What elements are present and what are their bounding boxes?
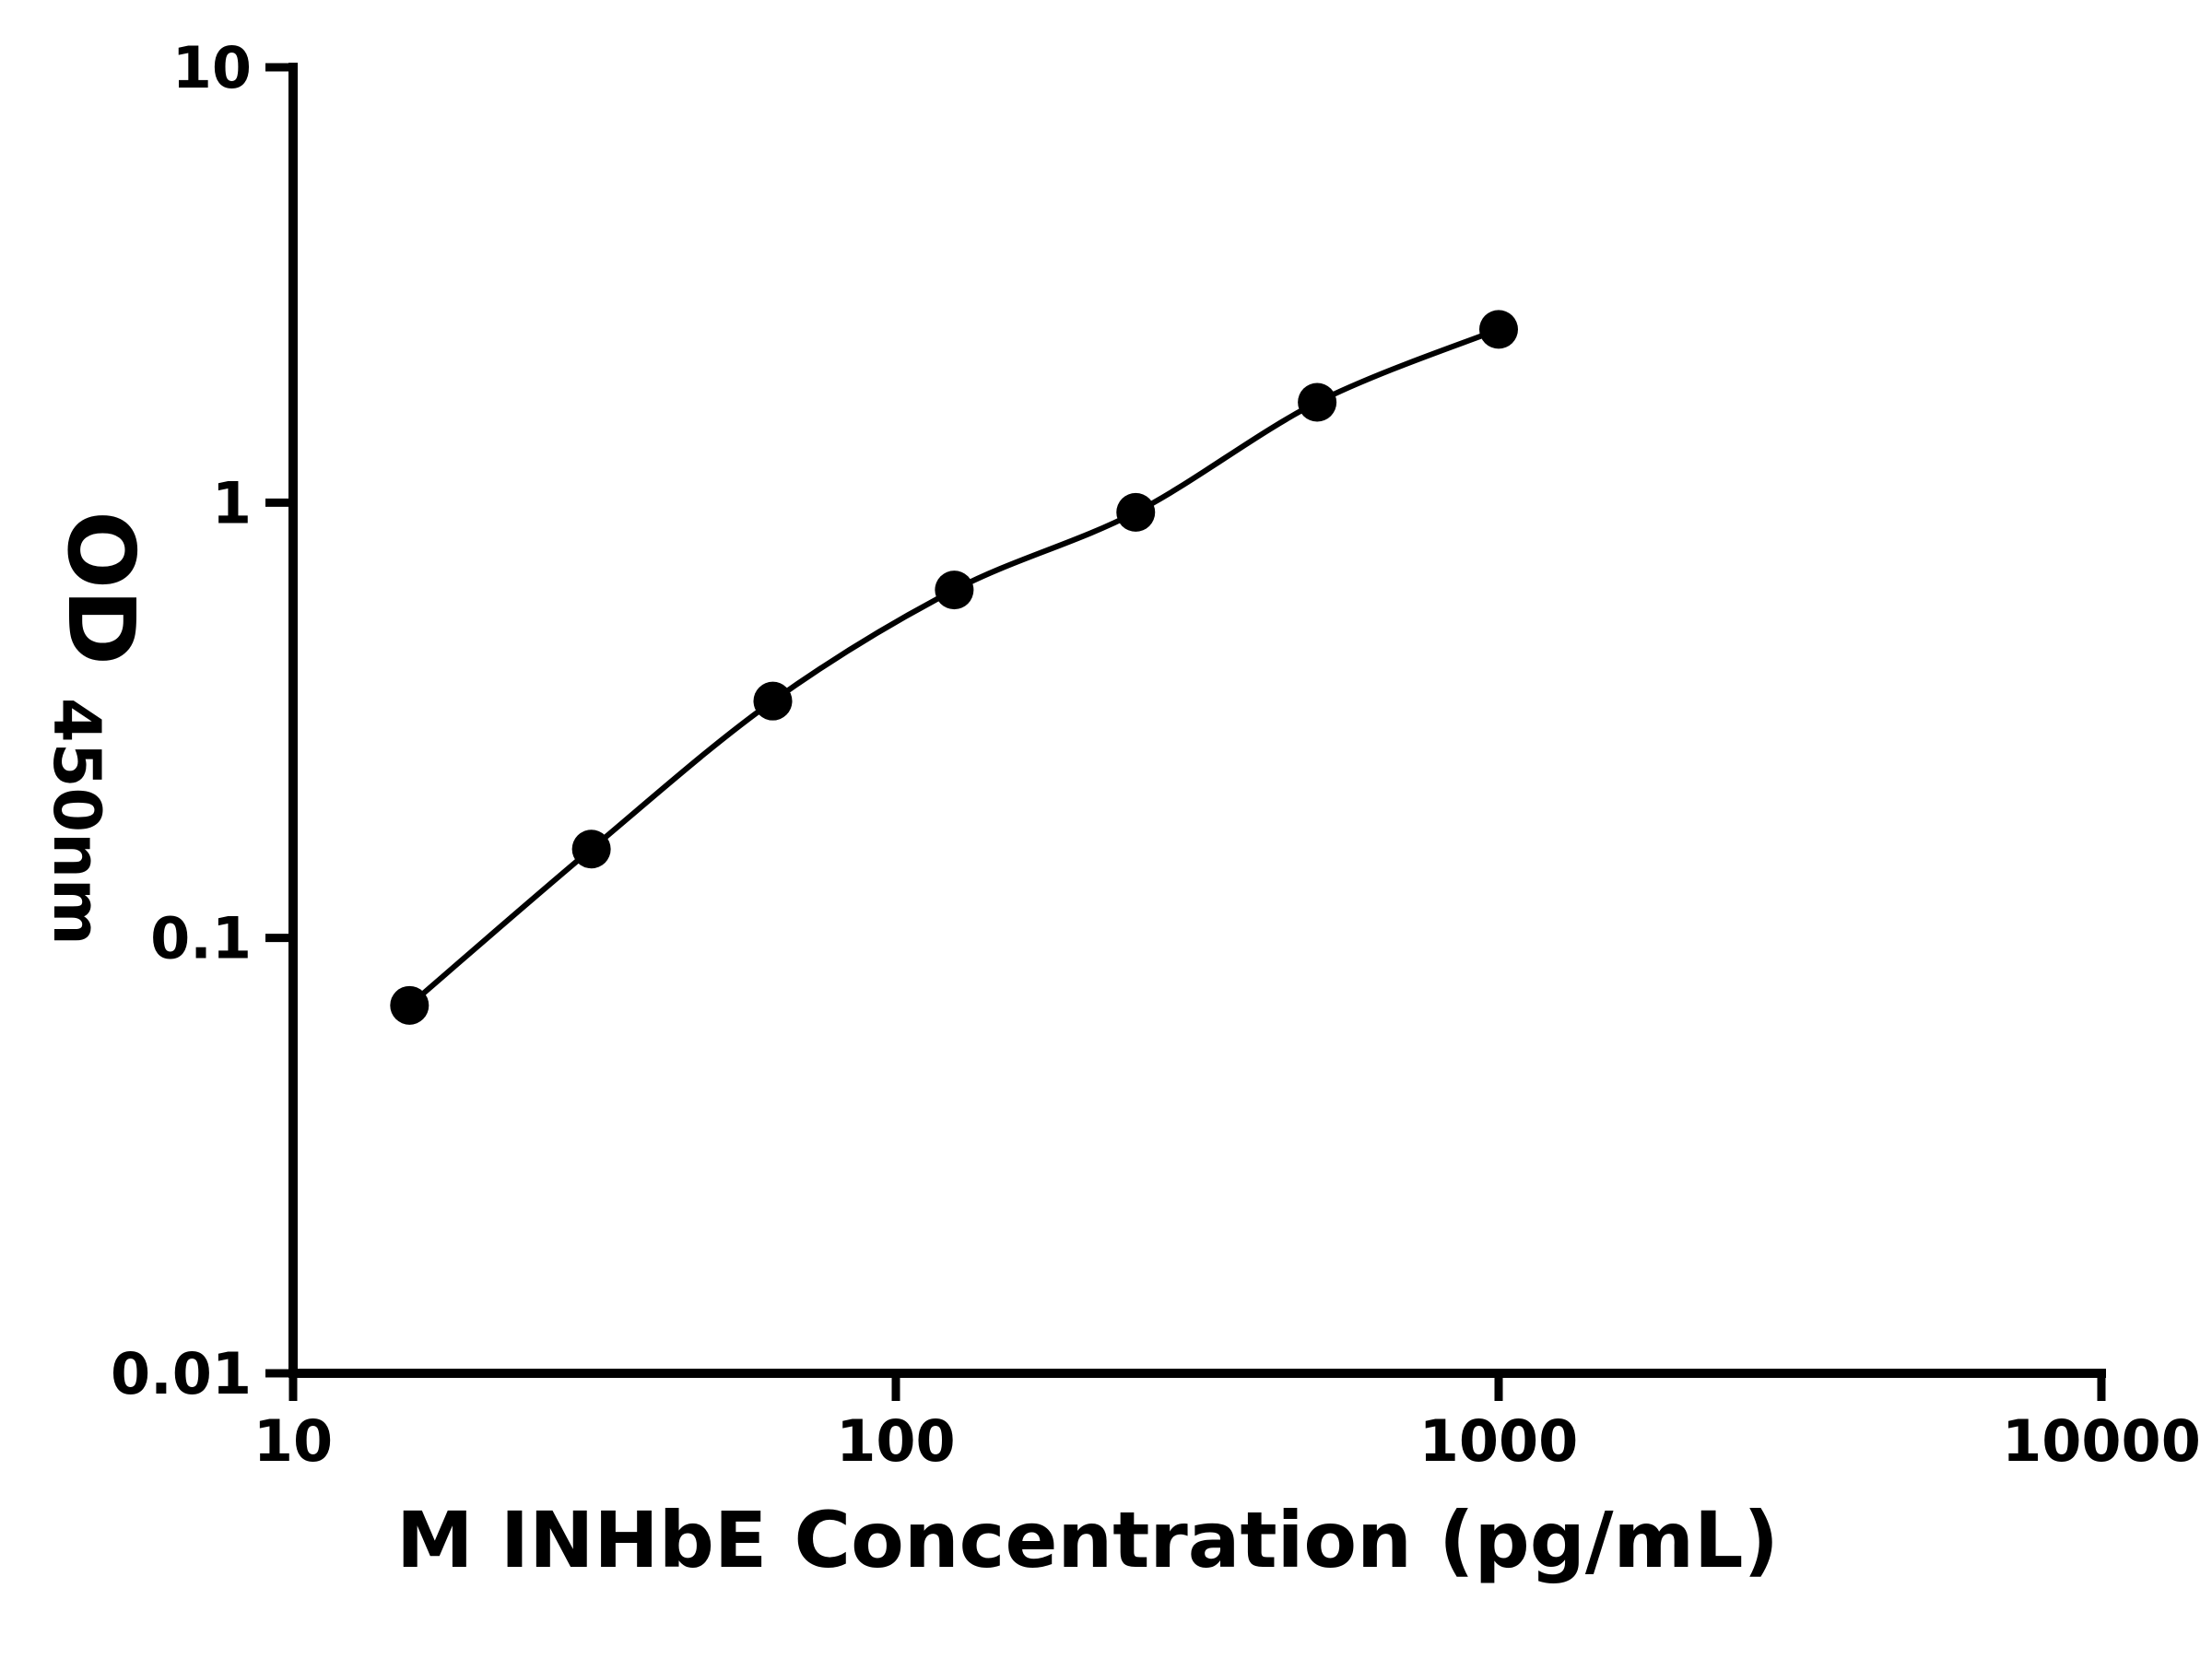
y-tick-label: 0.01: [111, 1340, 252, 1407]
data-point: [935, 571, 974, 610]
y-axis-title-subscript: 450nm: [39, 698, 114, 946]
y-tick-label: 10: [172, 34, 252, 101]
data-point: [1116, 492, 1156, 532]
y-tick-label: 0.1: [150, 905, 252, 972]
axes: [288, 63, 2106, 1378]
y-axis-title-main: OD: [47, 511, 155, 665]
x-tick-label: 100: [836, 1407, 955, 1475]
x-tick-label: 10000: [2002, 1407, 2201, 1475]
y-tick-label: 1: [212, 469, 252, 536]
data-point: [571, 830, 611, 869]
x-tick-label: 1000: [1419, 1407, 1579, 1475]
data-point: [390, 985, 429, 1025]
axis-ticks: [265, 63, 2106, 1401]
y-axis-title: OD 450nm: [39, 511, 155, 946]
x-axis-title: M INHbE Concentration (pg/mL): [396, 1495, 1779, 1585]
data-point: [1479, 310, 1518, 349]
data-point: [1298, 382, 1337, 422]
axis-tick-labels: 10 100 1000 10000 0.01 0.1 1 10: [111, 34, 2201, 1475]
x-tick-label: 10: [253, 1407, 333, 1475]
data-point: [753, 681, 793, 721]
standard-curve-line: [407, 326, 1500, 1008]
data-points: [390, 310, 1518, 1025]
